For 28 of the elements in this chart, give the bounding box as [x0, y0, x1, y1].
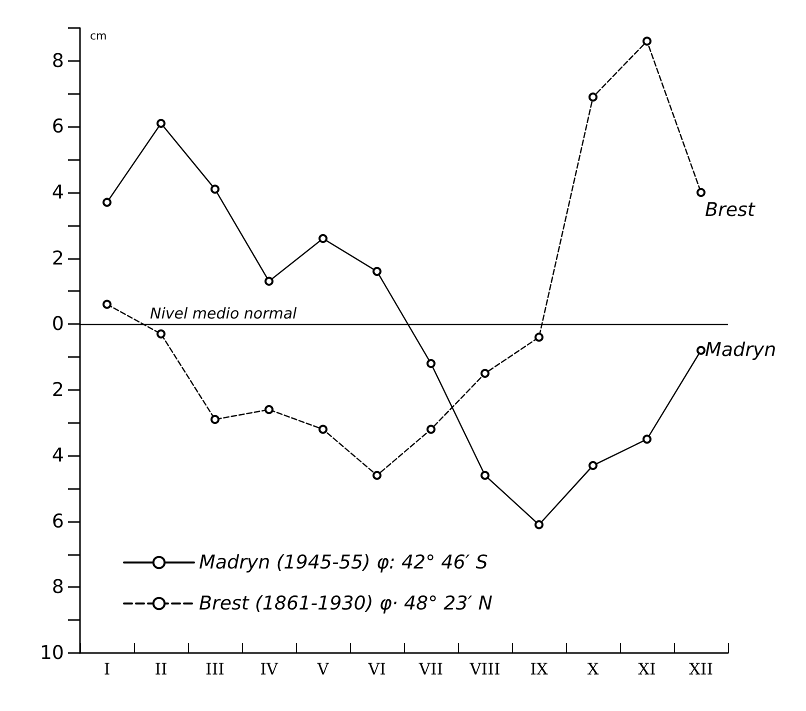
- x-tick-label: VII: [418, 660, 444, 678]
- y-tick-label: 10: [40, 642, 64, 664]
- y-tick-label: 2: [52, 378, 64, 401]
- y-tick-label: 0: [52, 313, 64, 336]
- y-tick-label: 8: [52, 50, 64, 72]
- y-tick-label: 6: [52, 510, 64, 532]
- x-tick-label: XI: [638, 660, 656, 678]
- x-tick-label: I: [104, 660, 110, 678]
- y-tick-label: 4: [52, 181, 64, 204]
- y-tick-label: 4: [52, 444, 64, 467]
- y-tick-label: 8: [52, 576, 64, 598]
- y-axis-title: cm: [90, 30, 107, 42]
- legend-label: Madryn (1945-55) φ: 42° 46′ S: [199, 552, 488, 574]
- x-tick-label: IX: [530, 660, 548, 678]
- x-tick-label: V: [316, 660, 330, 678]
- x-tick-label: XII: [688, 660, 714, 678]
- y-tick-label: 6: [52, 116, 64, 138]
- x-tick-label: VI: [367, 660, 386, 678]
- ref-line-label: Nivel medio normal: [150, 304, 298, 323]
- annotation: Madryn: [705, 338, 776, 361]
- x-tick-label: II: [154, 660, 168, 678]
- x-tick-label: VIII: [468, 660, 500, 678]
- legend-label: Brest (1861-1930) φ· 48° 23′ N: [199, 592, 492, 614]
- x-tick-label: III: [206, 660, 224, 678]
- x-tick-label: IV: [260, 660, 278, 678]
- x-tick-label: X: [587, 660, 600, 678]
- y-tick-label: 2: [52, 247, 64, 270]
- annotation: Brest: [705, 198, 756, 221]
